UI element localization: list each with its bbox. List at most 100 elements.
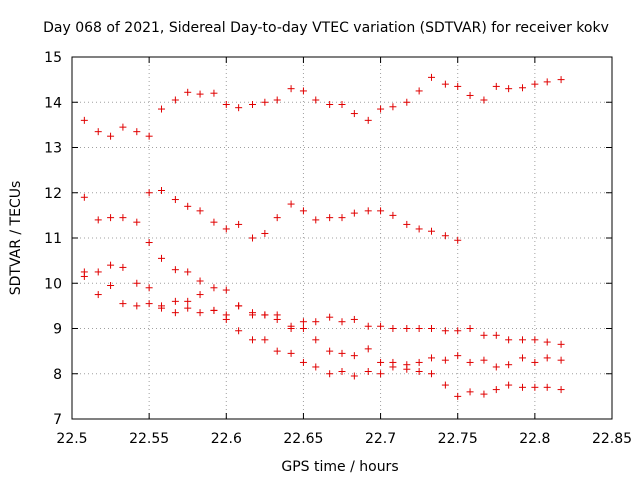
data-point [531, 336, 539, 344]
data-point [543, 354, 551, 362]
data-point [480, 96, 488, 104]
data-point [557, 340, 565, 348]
data-point [403, 361, 411, 369]
data-point [326, 370, 334, 378]
data-point [519, 336, 527, 344]
data-point [415, 225, 423, 233]
data-point [531, 80, 539, 88]
data-point [389, 211, 397, 219]
y-tick-label: 11 [44, 231, 62, 247]
data-point [107, 282, 115, 290]
data-point [157, 254, 165, 262]
x-tick-label: 22.85 [592, 431, 632, 447]
data-point [492, 363, 500, 371]
data-point [249, 101, 257, 109]
data-point [171, 196, 179, 204]
data-point [466, 358, 474, 366]
data-point [184, 304, 192, 312]
data-point [196, 277, 204, 285]
data-point [222, 315, 230, 323]
y-tick-label: 12 [44, 186, 62, 202]
data-point [454, 236, 462, 244]
data-point [543, 338, 551, 346]
data-point [441, 327, 449, 335]
data-point [326, 101, 334, 109]
data-point [492, 386, 500, 394]
data-point [338, 367, 346, 375]
data-point [299, 207, 307, 215]
chart-title: Day 068 of 2021, Sidereal Day-to-day VTE… [43, 20, 609, 36]
data-point [171, 309, 179, 317]
data-point [119, 300, 127, 308]
data-point [210, 89, 218, 97]
x-tick-label: 22.5 [56, 431, 87, 447]
data-point [196, 90, 204, 98]
x-tick-label: 22.8 [519, 431, 550, 447]
data-point [196, 309, 204, 317]
data-point [403, 220, 411, 228]
y-axis-label: SDTVAR / TECUs [8, 181, 24, 296]
data-point [222, 286, 230, 294]
data-point [350, 315, 358, 323]
data-point [389, 325, 397, 332]
x-tick-label: 22.7 [365, 431, 396, 447]
data-point [326, 214, 334, 222]
data-point [299, 358, 307, 366]
data-point [145, 132, 153, 140]
data-point [287, 325, 295, 332]
data-point [427, 73, 435, 81]
data-points [80, 73, 565, 400]
data-point [557, 386, 565, 394]
data-point [299, 325, 307, 332]
data-point [389, 103, 397, 111]
data-point [377, 322, 385, 330]
data-point [107, 214, 115, 222]
data-point [377, 105, 385, 113]
data-point [184, 88, 192, 96]
data-point [454, 82, 462, 90]
data-point [145, 189, 153, 197]
y-tick-label: 7 [53, 412, 62, 428]
data-point [235, 327, 243, 335]
data-point [466, 325, 474, 332]
data-point [364, 345, 372, 353]
data-point [364, 322, 372, 330]
data-point [350, 352, 358, 360]
data-point [364, 116, 372, 124]
data-point [466, 388, 474, 396]
data-point [80, 116, 88, 124]
data-point [519, 383, 527, 391]
data-point [557, 356, 565, 364]
data-point [505, 336, 513, 344]
data-point [338, 214, 346, 222]
data-point [94, 216, 102, 224]
data-point [94, 128, 102, 136]
data-point [235, 220, 243, 228]
data-point [157, 186, 165, 194]
data-point [377, 370, 385, 378]
data-point [454, 352, 462, 360]
data-point [157, 304, 165, 312]
data-point [261, 98, 269, 106]
data-point [505, 85, 513, 93]
data-point [519, 84, 527, 92]
data-point [441, 356, 449, 364]
data-point [480, 390, 488, 398]
y-tick-label: 15 [44, 50, 62, 66]
data-point [119, 123, 127, 131]
data-point [403, 325, 411, 332]
data-point [94, 291, 102, 299]
data-point [184, 297, 192, 305]
data-point [326, 347, 334, 355]
data-point [480, 331, 488, 339]
data-point [249, 234, 257, 242]
data-point [466, 91, 474, 99]
axis-ticks: 22.5 22.55 22.6 22.65 22.7 22.75 22.8 22.85 7 8 9 1… [44, 50, 632, 447]
data-point [312, 96, 320, 104]
data-point [80, 272, 88, 280]
data-point [133, 128, 141, 136]
data-point [287, 200, 295, 208]
data-point [492, 331, 500, 339]
